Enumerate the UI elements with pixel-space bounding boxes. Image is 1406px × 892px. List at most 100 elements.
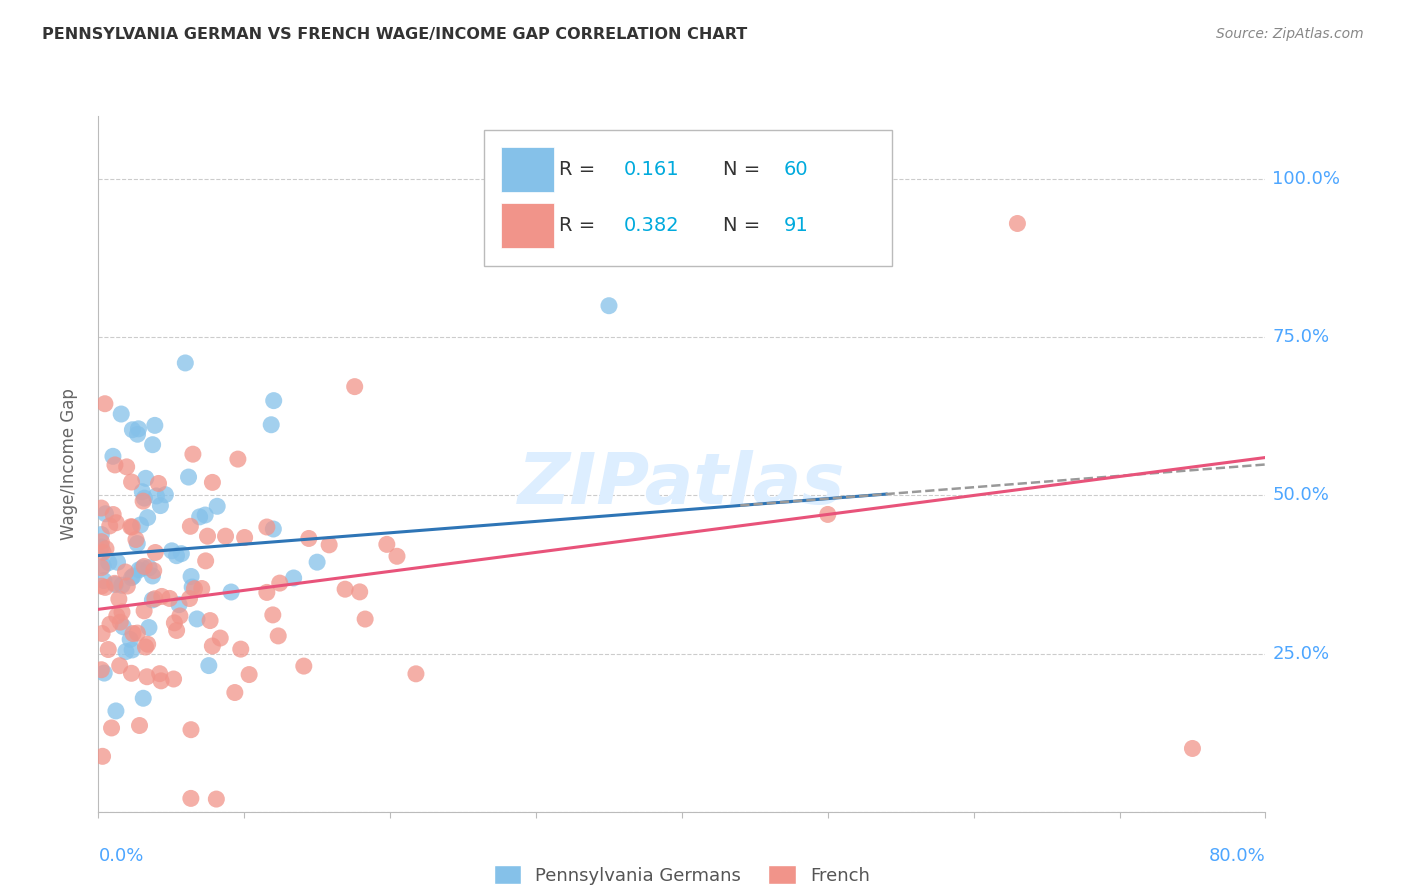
Point [183, 582, 205, 596]
Point [121, 475, 143, 489]
Point [94, 541, 117, 556]
Point [121, 520, 143, 534]
Point [179, 591, 201, 606]
Point [121, 571, 143, 585]
Point [97, 556, 120, 570]
Point [110, 407, 132, 421]
Point [343, 379, 366, 393]
Point [127, 422, 149, 436]
Point [111, 578, 134, 592]
Point [93, 666, 115, 681]
Point [298, 532, 321, 546]
Text: Source: ZipAtlas.com: Source: ZipAtlas.com [1216, 27, 1364, 41]
Point [177, 470, 200, 484]
Text: ZIPatlas: ZIPatlas [519, 450, 845, 519]
Text: PENNSYLVANIA GERMAN VS FRENCH WAGE/INCOME GAP CORRELATION CHART: PENNSYLVANIA GERMAN VS FRENCH WAGE/INCOM… [42, 27, 748, 42]
Point [90, 527, 112, 541]
Point [90, 534, 112, 549]
Point [142, 564, 165, 578]
Point [91, 545, 114, 559]
Point [163, 615, 186, 630]
Point [188, 509, 211, 524]
Point [134, 491, 156, 505]
Point [160, 544, 183, 558]
Point [226, 452, 249, 467]
Point [181, 580, 204, 594]
Point [205, 792, 228, 806]
Point [117, 579, 139, 593]
Point [1007, 217, 1029, 231]
Point [318, 538, 340, 552]
Point [105, 516, 128, 530]
Point [143, 418, 166, 433]
Point [214, 529, 236, 543]
Text: 91: 91 [783, 216, 808, 235]
Point [256, 520, 278, 534]
Point [354, 612, 377, 626]
Point [108, 658, 131, 673]
Point [817, 508, 839, 522]
Point [166, 549, 188, 563]
Point [104, 458, 127, 472]
Point [174, 356, 197, 370]
Point [90, 540, 112, 554]
Point [141, 569, 163, 583]
Text: 0.0%: 0.0% [98, 847, 143, 865]
Point [194, 508, 217, 522]
Text: 75.0%: 75.0% [1272, 328, 1330, 346]
Text: 50.0%: 50.0% [1272, 486, 1329, 505]
FancyBboxPatch shape [501, 203, 554, 248]
Point [269, 576, 291, 591]
Point [131, 561, 153, 575]
Point [198, 658, 221, 673]
Point [128, 563, 150, 577]
Point [122, 569, 145, 583]
Point [136, 510, 159, 524]
Point [127, 427, 149, 442]
Point [120, 520, 142, 534]
Point [180, 569, 202, 583]
Point [169, 608, 191, 623]
Point [98, 519, 121, 533]
Point [105, 609, 128, 624]
Point [150, 673, 173, 688]
Point [186, 612, 208, 626]
Point [219, 585, 242, 599]
Text: 60: 60 [783, 160, 808, 179]
Point [104, 577, 127, 591]
Point [159, 591, 181, 606]
Point [134, 559, 156, 574]
Point [229, 642, 252, 657]
Point [115, 644, 138, 658]
Point [112, 620, 135, 634]
Point [138, 560, 160, 574]
Point [122, 626, 145, 640]
Point [181, 447, 204, 461]
Point [127, 536, 149, 550]
Point [110, 615, 132, 629]
Point [90, 501, 112, 516]
Point [262, 522, 284, 536]
Point [136, 670, 159, 684]
Point [136, 637, 159, 651]
Point [198, 614, 221, 628]
FancyBboxPatch shape [501, 147, 554, 193]
Point [155, 488, 177, 502]
Point [115, 459, 138, 474]
Legend: Pennsylvania Germans, French: Pennsylvania Germans, French [486, 858, 877, 892]
Point [100, 721, 122, 735]
Point [108, 592, 131, 607]
Point [104, 704, 127, 718]
Text: N =: N = [723, 160, 766, 179]
Point [260, 417, 283, 432]
Point [150, 590, 173, 604]
Point [114, 565, 136, 579]
Point [262, 607, 284, 622]
Point [375, 537, 398, 551]
Point [256, 585, 278, 599]
Point [180, 791, 202, 805]
Point [263, 393, 285, 408]
Point [120, 632, 142, 647]
Point [111, 605, 134, 619]
Text: 25.0%: 25.0% [1272, 645, 1330, 663]
